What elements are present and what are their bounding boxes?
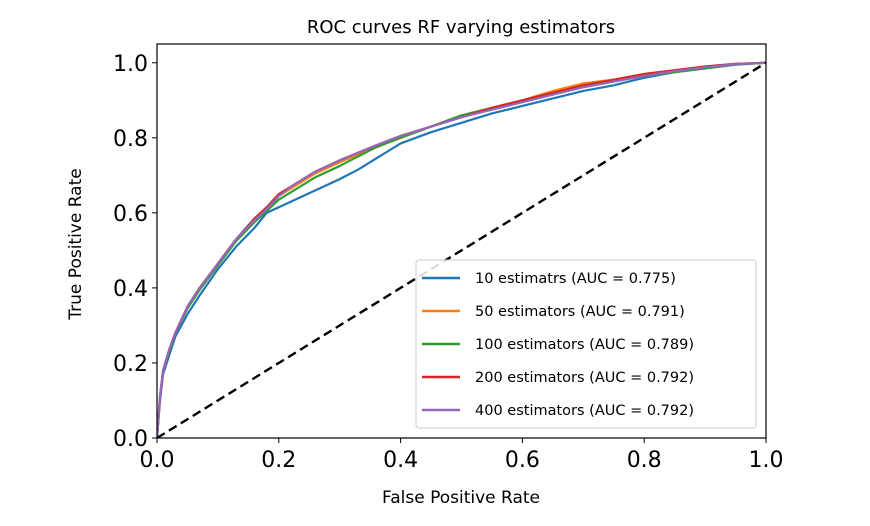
plot-area	[157, 61, 766, 438]
x-tick-label: 0.2	[261, 448, 296, 473]
y-tick-label: 1.0	[113, 52, 148, 77]
plot-frame	[156, 43, 767, 439]
series-line-5	[157, 61, 766, 438]
legend-label-5: 400 estimators (AUC = 0.792)	[475, 403, 694, 419]
x-axis-label: False Positive Rate	[382, 488, 540, 508]
legend-items: 10 estimatrs (AUC = 0.775) 50 estimators …	[422, 271, 694, 419]
chart-title: ROC curves RF varying estimators	[307, 17, 615, 38]
legend-label-3: 100 estimators (AUC = 0.789)	[475, 337, 694, 353]
legend-box	[415, 259, 757, 429]
legend-label-1: 10 estimatrs (AUC = 0.775)	[475, 271, 676, 287]
x-tick-label: 0.8	[627, 448, 662, 473]
y-tick-label: 0.0	[113, 427, 148, 452]
x-tick-label: 1.0	[749, 448, 784, 473]
chance-baseline-line	[157, 61, 766, 438]
y-tick-label: 0.4	[113, 277, 148, 302]
y-tick-label: 0.6	[113, 202, 148, 227]
series-line-1	[157, 61, 766, 438]
legend-label-4: 200 estimators (AUC = 0.792)	[475, 370, 694, 386]
y-axis-ticks: 0.0 0.2 0.4 0.6 0.8 1.0	[113, 52, 157, 452]
legend: 10 estimatrs (AUC = 0.775) 50 estimators …	[415, 259, 757, 429]
y-axis-label: True Positive Rate	[66, 168, 86, 320]
x-tick-label: 0.6	[505, 448, 540, 473]
x-tick-label: 0.0	[140, 448, 175, 473]
y-tick-label: 0.2	[113, 352, 148, 377]
x-axis-ticks: 0.0 0.2 0.4 0.6 0.8 1.0	[140, 438, 784, 473]
y-tick-label: 0.8	[113, 127, 148, 152]
legend-label-2: 50 estimators (AUC = 0.791)	[475, 304, 685, 320]
x-tick-label: 0.4	[383, 448, 418, 473]
